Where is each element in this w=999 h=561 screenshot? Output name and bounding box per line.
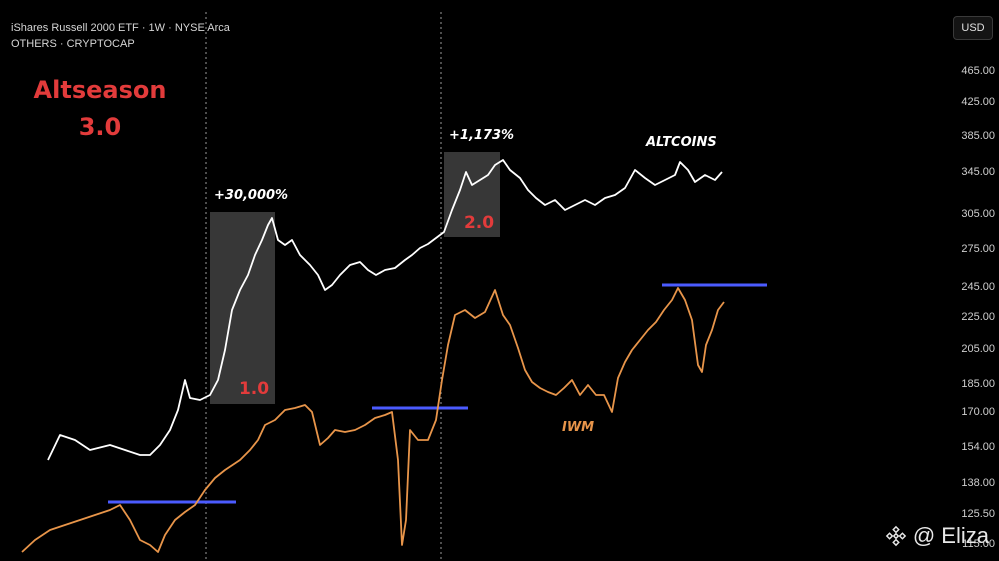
symbol-header: iShares Russell 2000 ETF · 1W · NYSE Arc… <box>11 22 230 34</box>
gain-annotation-2: +1,173% <box>449 128 514 143</box>
y-tick-label: 275.00 <box>961 243 995 255</box>
iwm-label: IWM <box>562 420 594 435</box>
binance-diamond-icon <box>885 525 907 547</box>
compare-symbol-header: OTHERS · CRYPTOCAP <box>11 38 135 50</box>
y-tick-label: 154.00 <box>961 441 995 453</box>
box-label-1: 1.0 <box>239 379 269 399</box>
y-axis: 465.00 425.00 385.00 345.00 305.00 275.00 245.… <box>961 65 995 550</box>
y-tick-label: 138.00 <box>961 477 995 489</box>
y-tick-label: 115.00 <box>962 538 995 550</box>
chart-annotations: ALTCOINS IWM <box>562 135 717 435</box>
chart-subtitle: 3.0 <box>78 113 122 141</box>
y-tick-label: 305.00 <box>961 208 995 220</box>
altcoins-series-line <box>47 159 723 461</box>
y-tick-label: 385.00 <box>961 130 995 142</box>
y-tick-label: 465.00 <box>961 65 995 77</box>
y-tick-label: 170.00 <box>961 406 995 418</box>
highlight-box-1 <box>210 212 275 404</box>
y-tick-label: 345.00 <box>961 166 995 178</box>
altcoins-label: ALTCOINS <box>645 135 717 150</box>
y-tick-label: 225.00 <box>961 311 995 323</box>
highlight-boxes: 1.0 +30,000% 2.0 +1,173% <box>210 128 514 404</box>
watermark: @ Eliza <box>885 523 989 549</box>
y-tick-label: 125.50 <box>961 508 995 520</box>
iwm-series-line <box>21 287 725 553</box>
gain-annotation-1: +30,000% <box>214 188 288 203</box>
y-tick-label: 205.00 <box>961 343 995 355</box>
vertical-markers <box>205 12 442 561</box>
y-tick-label: 245.00 <box>961 281 995 293</box>
resistance-lines <box>108 283 767 504</box>
box-label-2: 2.0 <box>464 213 494 233</box>
chart-title: Altseason <box>33 76 167 104</box>
y-tick-label: 425.00 <box>961 96 995 108</box>
watermark-text: @ Eliza <box>912 523 989 548</box>
y-tick-label: 185.00 <box>961 378 995 390</box>
highlight-box-2 <box>444 152 500 237</box>
currency-button[interactable]: USD <box>953 16 993 40</box>
